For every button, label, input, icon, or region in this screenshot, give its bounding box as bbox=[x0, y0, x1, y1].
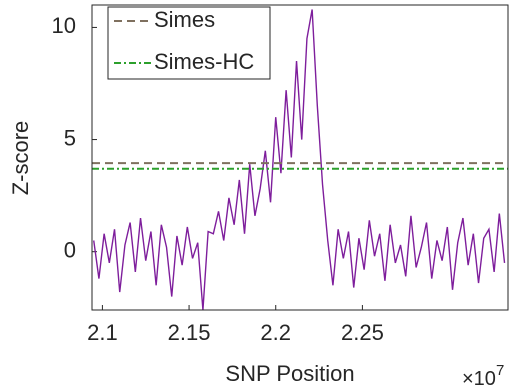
plot-frame bbox=[91, 4, 509, 311]
x-tick-label: 2.25 bbox=[341, 320, 384, 345]
data-line bbox=[93, 9, 506, 310]
x-exponent-base: ×10 bbox=[462, 368, 496, 389]
legend-label: Simes bbox=[154, 7, 215, 32]
y-tick-label: 5 bbox=[64, 125, 76, 150]
x-tick-label: 2.1 bbox=[87, 320, 118, 345]
y-tick-label: 10 bbox=[52, 13, 76, 38]
y-axis-label: Z-score bbox=[8, 121, 33, 196]
x-exponent-power: 7 bbox=[496, 362, 504, 379]
x-axis-label: SNP Position bbox=[225, 361, 354, 386]
y-tick-label: 0 bbox=[64, 238, 76, 263]
legend-box bbox=[107, 6, 271, 80]
x-exponent: ×107 bbox=[462, 362, 504, 389]
x-tick-label: 2.15 bbox=[168, 320, 211, 345]
legend-label: Simes-HC bbox=[154, 49, 254, 74]
x-tick-label: 2.2 bbox=[260, 320, 291, 345]
plot-area bbox=[92, 9, 508, 310]
